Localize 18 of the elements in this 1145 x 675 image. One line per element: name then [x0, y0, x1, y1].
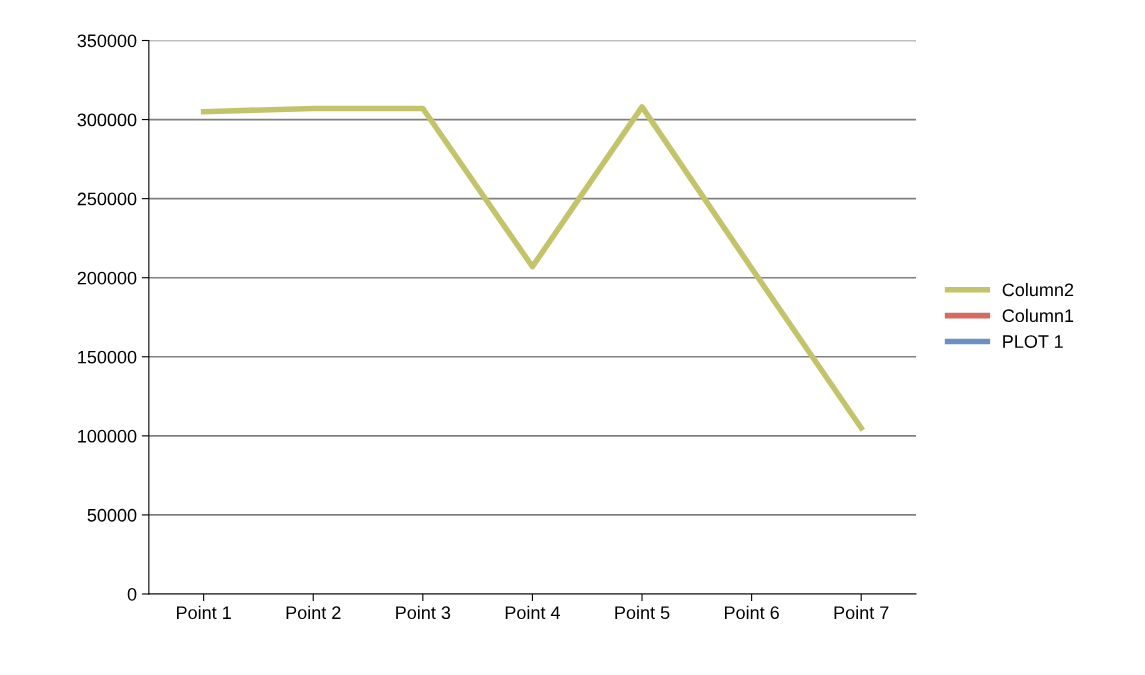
y-tick-label: 250000 — [77, 192, 137, 206]
x-tick-label: Point 1 — [177, 605, 231, 620]
legend-label: Column2 — [1002, 282, 1074, 297]
y-tick-label: 350000 — [77, 34, 137, 48]
x-tick-label: Point 3 — [396, 605, 451, 620]
y-tick-label: 200000 — [77, 271, 137, 285]
y-tick-label: 0 — [127, 587, 137, 601]
x-tick-label: Point 4 — [505, 605, 560, 620]
y-tick-label: 150000 — [78, 350, 137, 364]
legend-label: PLOT 1 — [1003, 335, 1063, 348]
y-tick-label: 100000 — [78, 429, 137, 443]
y-tick-label: 50000 — [87, 508, 137, 522]
legend-label: Column1 — [1002, 308, 1074, 323]
x-tick-label: Point 6 — [724, 605, 779, 620]
x-tick-label: Point 2 — [286, 605, 341, 620]
y-tick-label: 300000 — [77, 113, 137, 127]
x-tick-label: Point 7 — [834, 605, 889, 620]
x-tick-label: Point 5 — [615, 605, 670, 620]
